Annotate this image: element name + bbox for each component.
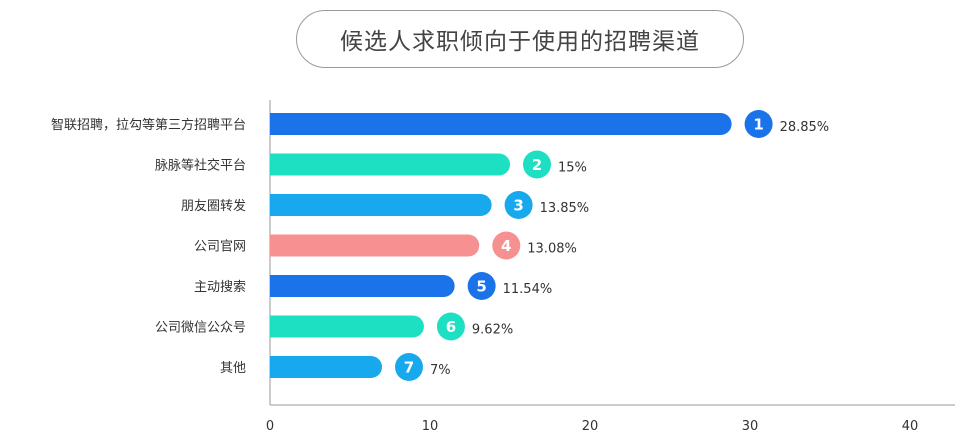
category-label: 公司微信公众号 xyxy=(155,321,246,336)
bar-base xyxy=(270,194,281,216)
rank-number: 2 xyxy=(532,156,542,174)
bar xyxy=(270,315,424,338)
rank-badge xyxy=(467,272,496,300)
rank-badge xyxy=(492,231,521,260)
x-tick-label: 20 xyxy=(582,419,599,434)
category-label: 脉脉等社交平台 xyxy=(155,158,246,174)
rank-number: 4 xyxy=(501,237,511,255)
bar-base xyxy=(270,113,281,135)
value-label: 13.85% xyxy=(540,201,590,216)
value-label: 7% xyxy=(430,363,451,378)
bar xyxy=(270,356,382,378)
bar-base xyxy=(270,275,281,297)
chart-title: 候选人求职倾向于使用的招聘渠道 xyxy=(296,10,744,68)
category-label: 公司官网 xyxy=(194,239,246,255)
rank-number: 5 xyxy=(476,278,486,296)
value-label: 9.62% xyxy=(472,323,513,338)
value-label: 15% xyxy=(558,161,587,176)
category-label: 主动搜索 xyxy=(194,280,246,295)
bar xyxy=(270,153,510,176)
bar-base xyxy=(270,153,281,176)
bar xyxy=(270,275,455,297)
rank-number: 3 xyxy=(513,197,523,215)
category-label: 其他 xyxy=(220,361,246,376)
value-label: 11.54% xyxy=(503,282,553,297)
rank-badge xyxy=(436,312,465,341)
category-label: 智联招聘，拉勾等第三方招聘平台 xyxy=(51,117,246,133)
rank-number: 6 xyxy=(446,318,456,336)
rank-number: 7 xyxy=(404,359,414,377)
rank-number: 1 xyxy=(753,116,763,134)
bar-base xyxy=(270,234,281,257)
x-tick-label: 10 xyxy=(422,419,439,434)
bar-base xyxy=(270,315,281,338)
value-label: 28.85% xyxy=(780,120,830,135)
rank-badge xyxy=(504,191,533,219)
category-label: 朋友圈转发 xyxy=(181,198,246,214)
rank-badge xyxy=(395,353,423,381)
x-tick-label: 30 xyxy=(742,419,759,434)
bar xyxy=(270,234,480,257)
value-label: 13.08% xyxy=(527,242,577,257)
x-tick-label: 40 xyxy=(902,419,919,434)
bar-base xyxy=(270,356,281,378)
rank-badge xyxy=(744,110,773,138)
bar xyxy=(270,113,732,135)
x-tick-label: 0 xyxy=(266,419,274,434)
rank-badge xyxy=(523,150,551,179)
bar xyxy=(270,194,492,216)
